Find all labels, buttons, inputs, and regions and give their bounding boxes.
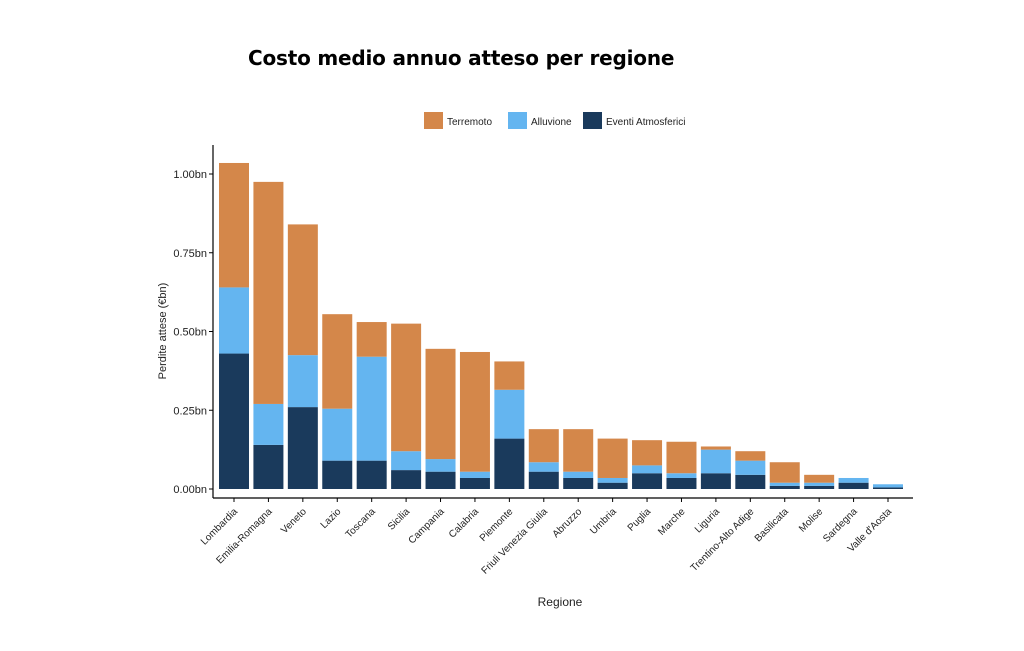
bar-molise-terremoto bbox=[804, 474, 835, 483]
bar-marche-eventi-atmosferici bbox=[666, 477, 697, 489]
bar-piemonte-alluvione bbox=[494, 389, 525, 439]
bar-toscana-eventi-atmosferici bbox=[356, 460, 387, 489]
x-tick-label-campania: Campania bbox=[407, 506, 447, 546]
bar-toscana-alluvione bbox=[356, 356, 387, 461]
bar-friuli-venezia-giulia-alluvione bbox=[528, 462, 559, 472]
bar-emilia-romagna-alluvione bbox=[253, 403, 284, 445]
bar-campania-alluvione bbox=[425, 459, 456, 472]
bar-piemonte-terremoto bbox=[494, 361, 525, 390]
x-tick-label-sicilia: Sicilia bbox=[386, 506, 413, 533]
bar-calabria-alluvione bbox=[459, 471, 490, 478]
bar-valle-d-aosta-eventi-atmosferici bbox=[873, 487, 903, 489]
bar-umbria-eventi-atmosferici bbox=[597, 482, 628, 489]
bar-sardegna-alluvione bbox=[838, 477, 869, 483]
bar-valle-d-aosta-alluvione bbox=[873, 484, 903, 488]
bar-toscana-terremoto bbox=[356, 322, 387, 357]
bar-liguria-alluvione bbox=[700, 449, 731, 474]
bar-sicilia-alluvione bbox=[391, 451, 422, 471]
bar-lazio-alluvione bbox=[322, 408, 353, 461]
bar-emilia-romagna-terremoto bbox=[253, 181, 284, 404]
bar-abruzzo-terremoto bbox=[563, 429, 594, 472]
bar-lombardia-alluvione bbox=[219, 287, 249, 354]
bar-abruzzo-eventi-atmosferici bbox=[563, 477, 594, 489]
bar-lazio-terremoto bbox=[322, 314, 353, 409]
bar-trentino-alto-adige-terremoto bbox=[735, 451, 766, 461]
bar-liguria-eventi-atmosferici bbox=[700, 473, 731, 489]
bar-liguria-terremoto bbox=[700, 446, 731, 450]
x-tick-label-abruzzo: Abruzzo bbox=[551, 506, 585, 540]
x-tick-label-veneto: Veneto bbox=[279, 506, 309, 536]
bar-marche-terremoto bbox=[666, 441, 697, 474]
y-tick-label: 0.00bn bbox=[173, 484, 207, 496]
legend-label-alluvione: Alluvione bbox=[531, 117, 572, 128]
legend-label-eventi-atmosferici: Eventi Atmosferici bbox=[606, 117, 685, 128]
chart-bars bbox=[219, 162, 903, 489]
bar-emilia-romagna-eventi-atmosferici bbox=[253, 444, 284, 489]
bar-lazio-eventi-atmosferici bbox=[322, 460, 353, 489]
x-tick-label-marche: Marche bbox=[656, 506, 688, 538]
bar-umbria-alluvione bbox=[597, 477, 628, 483]
bar-veneto-eventi-atmosferici bbox=[287, 407, 318, 489]
page-title: Costo medio annuo atteso per regione bbox=[248, 46, 675, 70]
x-tick-label-molise: Molise bbox=[797, 506, 826, 535]
bar-molise-alluvione bbox=[804, 482, 835, 486]
x-axis-title: Regione bbox=[538, 595, 583, 609]
bar-basilicata-eventi-atmosferici bbox=[769, 485, 800, 489]
bar-puglia-terremoto bbox=[632, 440, 663, 466]
bar-puglia-alluvione bbox=[632, 465, 663, 474]
bar-lombardia-terremoto bbox=[219, 162, 249, 288]
bar-sicilia-eventi-atmosferici bbox=[391, 470, 422, 489]
bar-veneto-alluvione bbox=[287, 355, 318, 408]
bar-piemonte-eventi-atmosferici bbox=[494, 438, 525, 489]
bar-umbria-terremoto bbox=[597, 438, 628, 478]
legend-label-terremoto: Terremoto bbox=[447, 117, 492, 128]
x-tick-label-calabria: Calabria bbox=[447, 506, 481, 540]
y-axis: 0.00bn 0.25bn 0.50bn 0.75bn 1.00bn bbox=[173, 145, 214, 498]
bar-veneto-terremoto bbox=[287, 224, 318, 356]
x-tick-label-basilicata: Basilicata bbox=[753, 506, 791, 544]
bar-puglia-eventi-atmosferici bbox=[632, 473, 663, 489]
bar-campania-eventi-atmosferici bbox=[425, 471, 456, 489]
x-tick-label-liguria: Liguria bbox=[693, 506, 722, 535]
bar-basilicata-terremoto bbox=[769, 462, 800, 483]
x-tick-label-lazio: Lazio bbox=[319, 506, 344, 531]
bar-molise-eventi-atmosferici bbox=[804, 485, 835, 489]
bar-campania-terremoto bbox=[425, 348, 456, 460]
bar-sardegna-eventi-atmosferici bbox=[838, 482, 869, 489]
y-tick-label: 0.25bn bbox=[173, 405, 207, 417]
bar-calabria-terremoto bbox=[459, 351, 490, 472]
bar-friuli-venezia-giulia-eventi-atmosferici bbox=[528, 471, 559, 489]
legend-swatch-terremoto bbox=[424, 112, 443, 129]
x-tick-label-trentino-alto-adige: Trentino-Alto Adige bbox=[689, 506, 757, 574]
x-tick-label-toscana: Toscana bbox=[344, 506, 378, 540]
y-tick-label: 0.75bn bbox=[173, 248, 207, 260]
bar-basilicata-alluvione bbox=[769, 482, 800, 486]
y-axis-title: Perdite attese (€bn) bbox=[157, 283, 169, 380]
y-tick-label: 0.50bn bbox=[173, 327, 207, 339]
bar-marche-alluvione bbox=[666, 473, 697, 478]
bar-trentino-alto-adige-eventi-atmosferici bbox=[735, 474, 766, 489]
x-tick-label-umbria: Umbria bbox=[588, 506, 619, 537]
bar-friuli-venezia-giulia-terremoto bbox=[528, 429, 559, 463]
bar-calabria-eventi-atmosferici bbox=[459, 477, 490, 489]
bar-lombardia-eventi-atmosferici bbox=[219, 353, 249, 489]
legend-swatch-eventi-atmosferici bbox=[583, 112, 602, 129]
x-tick-label-friuli-venezia-giulia: Friuli Venezia Giulia bbox=[480, 506, 551, 577]
legend-swatch-alluvione bbox=[508, 112, 527, 129]
bar-trentino-alto-adige-alluvione bbox=[735, 460, 766, 475]
bar-abruzzo-alluvione bbox=[563, 471, 594, 478]
bar-sicilia-terremoto bbox=[391, 323, 422, 452]
chart-legend: Terremoto Alluvione Eventi Atmosferici bbox=[424, 112, 685, 129]
y-tick-label: 1.00bn bbox=[173, 169, 207, 181]
x-tick-label-puglia: Puglia bbox=[626, 506, 654, 534]
